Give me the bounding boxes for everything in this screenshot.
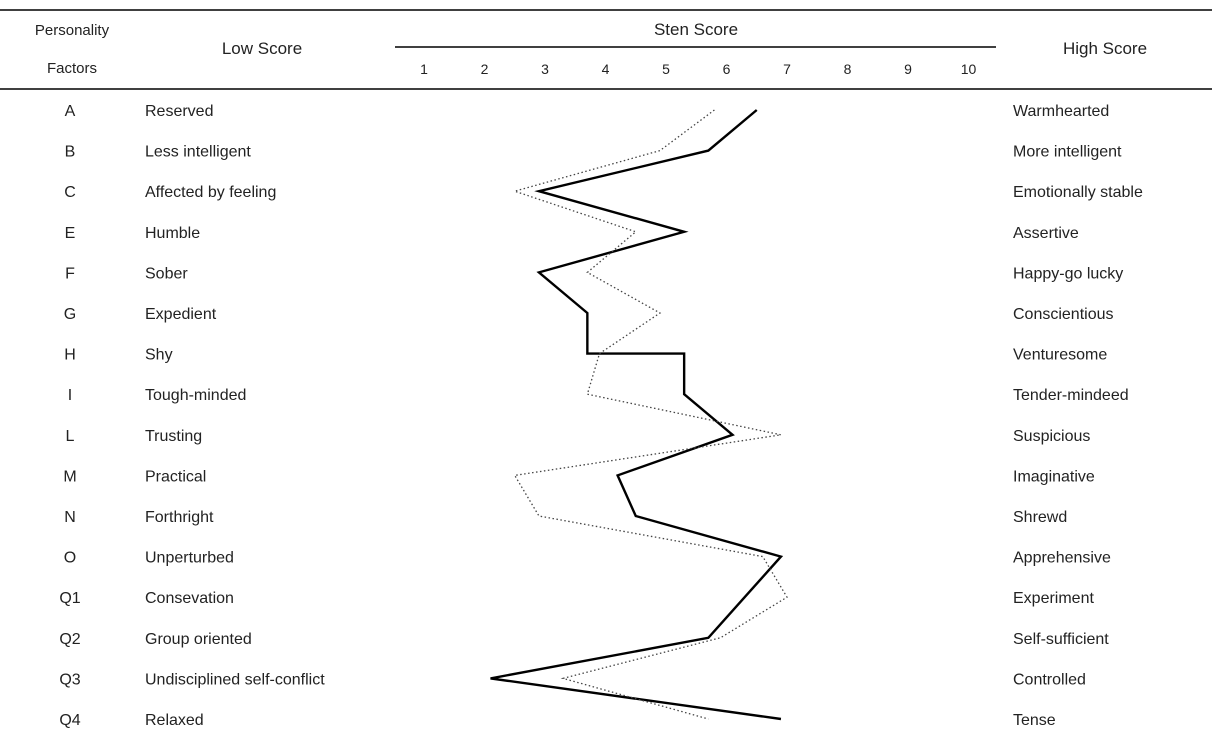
factor-code: A xyxy=(65,103,76,120)
factor-code: O xyxy=(64,550,76,567)
high-score-label: Tense xyxy=(1013,712,1056,729)
factor-code: Q3 xyxy=(59,671,80,688)
factor-code: I xyxy=(68,387,72,404)
low-score-label: Sober xyxy=(145,265,188,282)
sten-tick-7: 7 xyxy=(783,61,791,77)
high-score-label: Suspicious xyxy=(1013,428,1090,445)
factor-code: L xyxy=(66,428,75,445)
low-score-label: Less intelligent xyxy=(145,144,251,161)
factor-code: E xyxy=(65,225,76,242)
profile-lines xyxy=(490,109,788,721)
high-score-label: Imaginative xyxy=(1013,468,1095,485)
sten-tick-4: 4 xyxy=(602,61,610,77)
high-score-label: Emotionally stable xyxy=(1013,184,1143,201)
factor-code: H xyxy=(64,347,76,364)
high-score-label: Controlled xyxy=(1013,671,1086,688)
factor-rows: A Reserved Warmhearted B Less intelligent Mor… xyxy=(59,103,1143,729)
high-score-label: Conscientious xyxy=(1013,306,1114,323)
factor-code: G xyxy=(64,306,76,323)
factor-code: M xyxy=(63,468,76,485)
low-score-label: Undisciplined self-conflict xyxy=(145,671,325,688)
high-score-label: Venturesome xyxy=(1013,347,1107,364)
high-score-label: Self-sufficient xyxy=(1013,631,1109,648)
low-score-label: Humble xyxy=(145,225,200,242)
high-score-label: Experiment xyxy=(1013,590,1094,607)
profile-line-dotted xyxy=(512,109,788,720)
high-score-label: Apprehensive xyxy=(1013,550,1111,567)
high-score-label: Assertive xyxy=(1013,225,1079,242)
sten-tick-9: 9 xyxy=(904,61,912,77)
low-score-label: Affected by feeling xyxy=(145,184,276,201)
low-score-label: Expedient xyxy=(145,306,217,323)
sten-tick-1: 1 xyxy=(420,61,428,77)
high-score-label: More intelligent xyxy=(1013,144,1122,161)
factor-code: C xyxy=(64,184,76,201)
header-factor-line1: Personality xyxy=(35,22,110,39)
factor-code: B xyxy=(65,144,76,161)
factor-code: N xyxy=(64,509,76,526)
factor-code: Q1 xyxy=(59,590,80,607)
low-score-label: Forthright xyxy=(145,509,214,526)
low-score-label: Relaxed xyxy=(145,712,204,729)
low-score-label: Shy xyxy=(145,347,173,364)
factor-code: F xyxy=(65,265,75,282)
sten-tick-labels: 1 2 3 4 5 6 7 8 9 10 xyxy=(420,61,976,77)
low-score-label: Group oriented xyxy=(145,631,252,648)
high-score-label: Shrewd xyxy=(1013,509,1067,526)
header-high-score: High Score xyxy=(1063,39,1147,58)
header-low-score: Low Score xyxy=(222,39,302,58)
high-score-label: Warmhearted xyxy=(1013,103,1109,120)
factor-code: Q4 xyxy=(59,712,80,729)
low-score-label: Consevation xyxy=(145,590,234,607)
high-score-label: Tender-mindeed xyxy=(1013,387,1129,404)
sten-tick-6: 6 xyxy=(723,61,731,77)
low-score-label: Unperturbed xyxy=(145,550,234,567)
header-factor-line2: Factors xyxy=(47,60,97,77)
sten-tick-10: 10 xyxy=(961,61,977,77)
high-score-label: Happy-go lucky xyxy=(1013,265,1123,282)
sten-tick-8: 8 xyxy=(844,61,852,77)
sten-tick-5: 5 xyxy=(662,61,670,77)
low-score-label: Practical xyxy=(145,468,206,485)
sten-tick-2: 2 xyxy=(481,61,489,77)
profile-line-solid xyxy=(490,109,784,721)
factor-code: Q2 xyxy=(59,631,80,648)
low-score-label: Reserved xyxy=(145,103,213,120)
sten-tick-3: 3 xyxy=(541,61,549,77)
header-sten-score: Sten Score xyxy=(654,20,738,39)
low-score-label: Trusting xyxy=(145,428,202,445)
low-score-label: Tough-minded xyxy=(145,387,246,404)
